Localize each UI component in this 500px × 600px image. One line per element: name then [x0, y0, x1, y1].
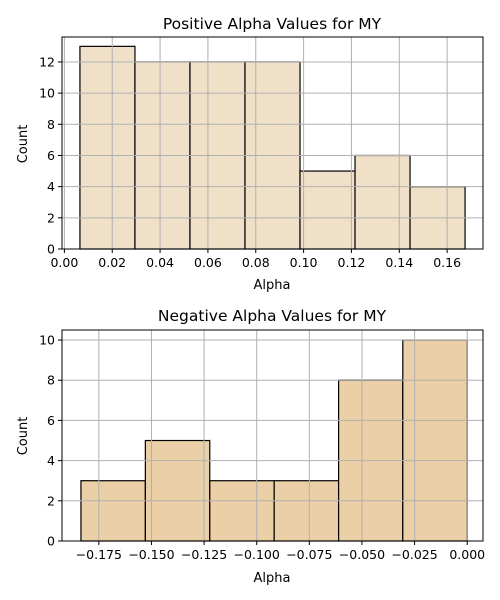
- histogram-bar: [299, 170, 356, 250]
- histogram-bar: [354, 154, 411, 250]
- x-tick-label: 0.12: [338, 255, 366, 270]
- x-tick-label: 0.14: [385, 255, 413, 270]
- x-tick-label: 0.06: [194, 255, 222, 270]
- y-tick-label: 2: [47, 493, 55, 508]
- x-tick-label: −0.150: [128, 547, 174, 562]
- histogram-bar: [79, 45, 136, 250]
- y-tick-label: 10: [39, 86, 55, 101]
- plot-frame: [61, 36, 484, 250]
- chart-title: Negative Alpha Values for MY: [158, 307, 387, 325]
- histogram-bar: [80, 480, 146, 542]
- x-tick-label: −0.100: [234, 547, 280, 562]
- bars: [80, 339, 468, 542]
- x-tick-label: 0.02: [98, 255, 126, 270]
- y-tick-label: 8: [47, 117, 55, 132]
- histogram-bar: [273, 480, 340, 542]
- y-tick-label: 2: [47, 210, 55, 225]
- x-tick-label: 0.08: [242, 255, 270, 270]
- histogram-bar: [402, 339, 468, 542]
- y-tick-label: 4: [47, 453, 55, 468]
- axes: 0.00 0.02 0.04 0.06 0.08 0.10 0.12 0.14 0.16 0 2 4 6…: [39, 36, 484, 270]
- x-tick-label: 0.16: [433, 255, 461, 270]
- histogram-bar: [144, 439, 211, 542]
- x-tick-label: 0.00: [50, 255, 78, 270]
- x-axis-label: Alpha: [254, 571, 291, 586]
- y-tick-label: 8: [47, 373, 55, 388]
- x-tick-label: −0.050: [339, 547, 385, 562]
- axes: −0.175 −0.150 −0.125 −0.100 −0.075 −0.050 −0.0…: [39, 329, 485, 562]
- x-tick-label: −0.025: [391, 547, 437, 562]
- x-tick-label: −0.175: [76, 547, 122, 562]
- y-axis-label: Count: [16, 125, 31, 164]
- histogram-bar: [209, 480, 275, 542]
- negative-alpha-histogram: Negative Alpha Values for MY Alpha Count…: [16, 307, 485, 586]
- chart-title: Positive Alpha Values for MY: [163, 15, 382, 33]
- y-tick-label: 6: [47, 413, 55, 428]
- bars: [79, 45, 466, 250]
- positive-alpha-histogram: Positive Alpha Values for MY Alpha Count…: [16, 15, 484, 293]
- y-tick-label: 4: [47, 179, 55, 194]
- x-tick-label: 0.000: [449, 547, 485, 562]
- x-tick-label: 0.10: [290, 255, 318, 270]
- y-tick-label: 0: [47, 534, 55, 549]
- y-tick-label: 6: [47, 148, 55, 163]
- x-axis-label: Alpha: [254, 278, 291, 293]
- x-tick-label: −0.075: [286, 547, 332, 562]
- y-tick-label: 0: [47, 242, 55, 257]
- x-tick-label: 0.04: [146, 255, 174, 270]
- y-tick-label: 10: [39, 333, 55, 348]
- plot-frame: [61, 329, 484, 542]
- y-axis-label: Count: [16, 417, 31, 456]
- y-tick-label: 12: [39, 54, 55, 69]
- gridlines: [62, 37, 483, 250]
- x-tick-label: −0.125: [181, 547, 227, 562]
